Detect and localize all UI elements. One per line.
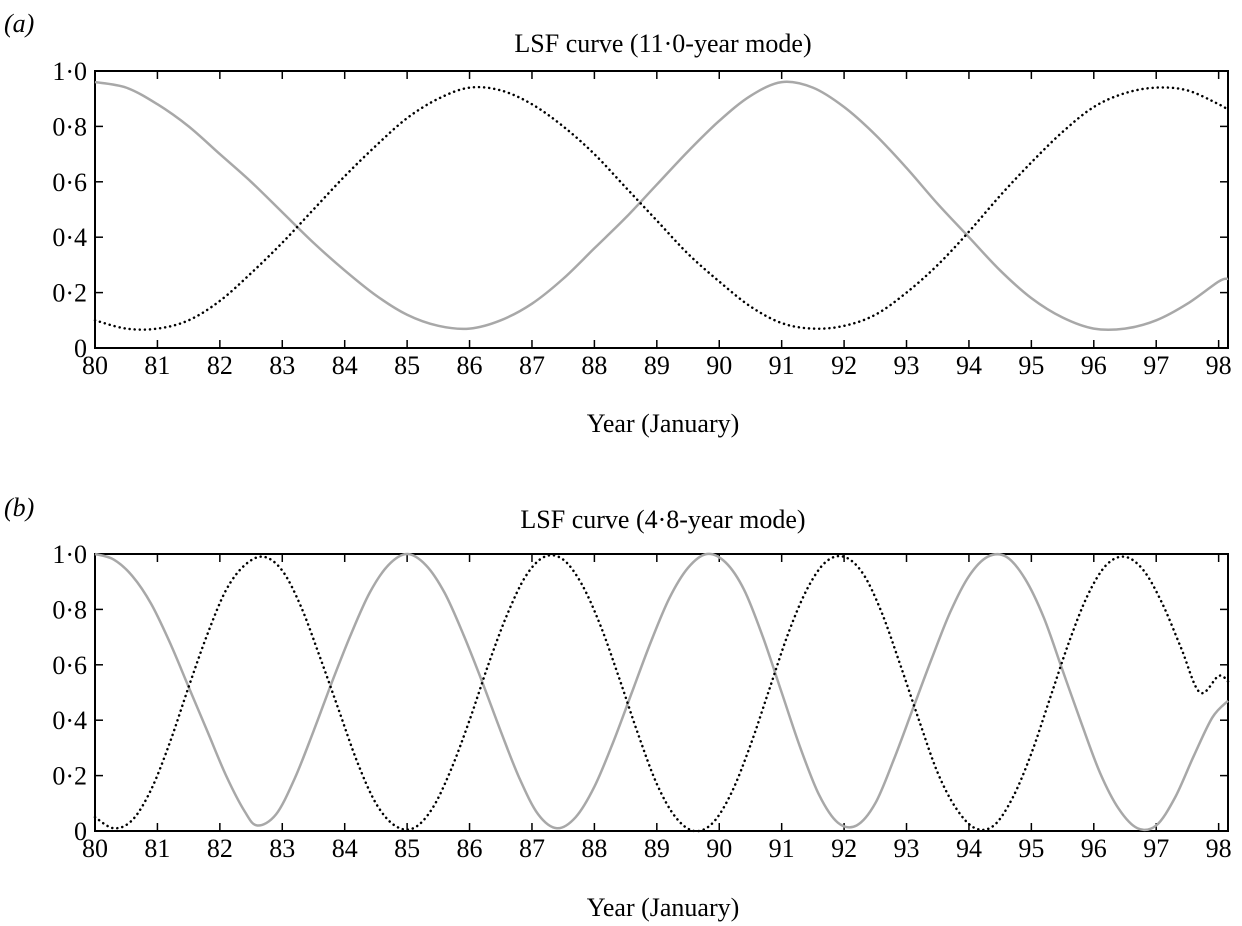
x-tick-label: 83	[269, 834, 295, 863]
panel-a-y-ticks: 0 0·2 0·4 0·6 0·8 1·0	[52, 57, 1228, 363]
y-tick-label: 0·2	[52, 762, 87, 791]
panel-b-label: (b)	[4, 493, 34, 522]
x-tick-label: 85	[394, 834, 420, 863]
y-tick-label: 1·0	[52, 540, 87, 569]
x-tick-label: 84	[332, 834, 358, 863]
panel-a-label: (a)	[4, 9, 34, 38]
x-tick-label: 80	[82, 834, 108, 863]
panel-a-title: LSF curve (11·0-year mode)	[514, 29, 811, 58]
x-tick-label: 86	[457, 834, 483, 863]
x-tick-label: 92	[831, 351, 857, 380]
panel-b-plot-frame	[94, 553, 1229, 832]
x-tick-label: 94	[956, 834, 982, 863]
panel-a-plot-frame	[94, 70, 1229, 349]
x-tick-label: 81	[144, 834, 170, 863]
x-tick-label: 97	[1143, 351, 1169, 380]
x-tick-label: 98	[1206, 351, 1232, 380]
y-tick-label: 0·6	[52, 651, 87, 680]
x-tick-label: 95	[1018, 834, 1044, 863]
x-tick-label: 89	[644, 351, 670, 380]
x-tick-label: 90	[706, 351, 732, 380]
x-tick-label: 88	[581, 834, 607, 863]
panel-b-x-axis-label: Year (January)	[587, 893, 740, 922]
x-tick-label: 98	[1206, 834, 1232, 863]
x-tick-label: 82	[207, 834, 233, 863]
y-tick-label: 0·8	[52, 112, 87, 141]
y-tick-label: 0	[74, 817, 87, 846]
x-tick-label: 92	[831, 834, 857, 863]
x-tick-label: 81	[144, 351, 170, 380]
x-tick-label: 91	[769, 351, 795, 380]
x-tick-label: 96	[1081, 351, 1107, 380]
x-tick-label: 87	[519, 351, 545, 380]
panel-a-x-axis-label: Year (January)	[587, 409, 740, 438]
panel-b-y-ticks: 0 0·2 0·4 0·6 0·8 1·0	[52, 540, 1228, 846]
x-tick-label: 91	[769, 834, 795, 863]
x-tick-label: 93	[894, 351, 920, 380]
y-tick-label: 0·4	[52, 223, 87, 252]
panel-a-series-group	[93, 80, 1230, 332]
x-tick-label: 88	[581, 351, 607, 380]
panel-a: (a) LSF curve (11·0-year mode) 80 81 82 83 8…	[4, 9, 1232, 438]
x-tick-label: 80	[82, 351, 108, 380]
x-tick-label: 85	[394, 351, 420, 380]
x-tick-label: 97	[1143, 834, 1169, 863]
x-tick-label: 89	[644, 834, 670, 863]
panel-b-title: LSF curve (4·8-year mode)	[520, 505, 805, 534]
panel-a-x-ticks: 80 81 82 83 84 85 86 87 88 89 90 91 92 93 94 95 96 97 98	[82, 71, 1232, 380]
y-tick-label: 0	[74, 334, 87, 363]
y-tick-label: 0·2	[52, 279, 87, 308]
dotted-series-line	[93, 553, 1230, 833]
x-tick-label: 86	[457, 351, 483, 380]
panel-b-x-ticks: 80 81 82 83 84 85 86 87 88 89 90 91 92 93 94 95 96 97 98	[82, 554, 1232, 863]
x-tick-label: 90	[706, 834, 732, 863]
y-tick-label: 0·8	[52, 595, 87, 624]
x-tick-label: 83	[269, 351, 295, 380]
x-tick-label: 87	[519, 834, 545, 863]
x-tick-label: 94	[956, 351, 982, 380]
solid-series-line	[94, 80, 1229, 332]
x-tick-label: 93	[894, 834, 920, 863]
panel-b: (b) LSF curve (4·8-year mode) 80 81 82 83 84…	[4, 493, 1232, 922]
dotted-series-line	[93, 85, 1230, 331]
y-tick-label: 1·0	[52, 57, 87, 86]
y-tick-label: 0·6	[52, 168, 87, 197]
panel-b-series-group	[93, 552, 1230, 833]
x-tick-label: 95	[1018, 351, 1044, 380]
x-tick-label: 96	[1081, 834, 1107, 863]
x-tick-label: 82	[207, 351, 233, 380]
solid-series-line	[94, 552, 1229, 832]
x-tick-label: 84	[332, 351, 358, 380]
y-tick-label: 0·4	[52, 706, 87, 735]
